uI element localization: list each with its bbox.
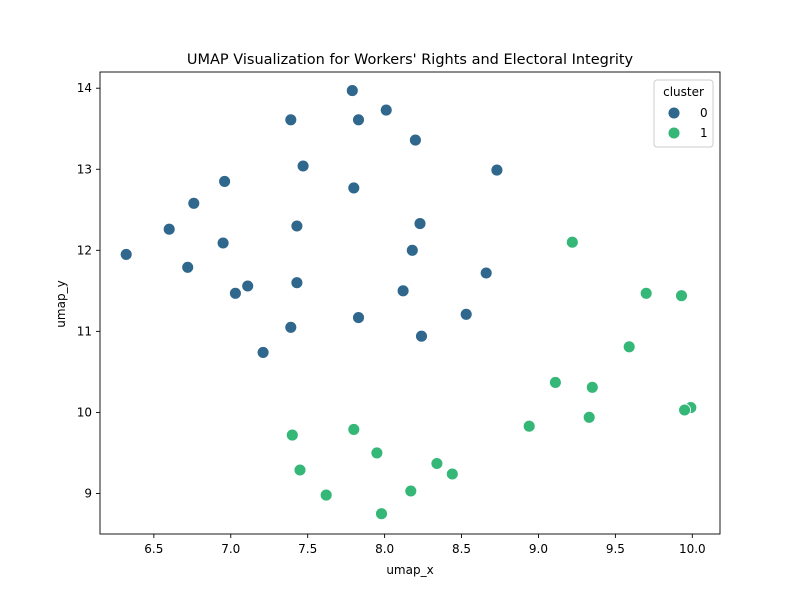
scatter-point-cluster-0 — [181, 260, 195, 274]
y-tick-label: 9 — [84, 486, 92, 500]
scatter-point-cluster-0 — [408, 133, 422, 147]
legend-label-cluster-0: 0 — [700, 106, 708, 120]
scatter-point-cluster-0 — [345, 84, 359, 98]
x-tick-label: 10.0 — [679, 542, 706, 556]
x-tick-label: 8.0 — [375, 542, 394, 556]
scatter-point-cluster-1 — [548, 375, 562, 389]
scatter-point-cluster-0 — [218, 174, 232, 188]
scatter-point-cluster-0 — [413, 217, 427, 231]
scatter-point-cluster-0 — [405, 243, 419, 257]
scatter-point-cluster-1 — [430, 457, 444, 470]
legend-marker-cluster-1 — [667, 126, 681, 140]
scatter-point-cluster-0 — [490, 163, 504, 177]
legend-title: cluster — [663, 85, 704, 99]
scatter-point-cluster-1 — [582, 410, 596, 424]
scatter-point-cluster-0 — [162, 222, 176, 236]
scatter-point-cluster-0 — [347, 181, 361, 195]
scatter-point-cluster-1 — [293, 463, 307, 477]
scatter-point-cluster-0 — [296, 159, 310, 173]
scatter-point-cluster-1 — [445, 467, 459, 481]
scatter-point-cluster-0 — [479, 266, 493, 280]
y-axis-label: umap_y — [54, 280, 68, 327]
y-tick-label: 13 — [77, 162, 92, 176]
scatter-point-cluster-1 — [639, 286, 653, 300]
y-tick-label: 11 — [77, 324, 92, 338]
scatter-point-cluster-0 — [379, 103, 393, 117]
x-tick-label: 8.5 — [452, 542, 471, 556]
scatter-point-cluster-0 — [396, 284, 410, 298]
scatter-point-cluster-1 — [565, 235, 579, 249]
scatter-point-cluster-1 — [678, 403, 692, 417]
x-axis-label: umap_x — [386, 563, 433, 577]
scatter-point-cluster-0 — [216, 236, 230, 250]
x-tick-label: 9.5 — [606, 542, 625, 556]
y-tick-label: 10 — [77, 405, 92, 419]
scatter-point-cluster-0 — [290, 219, 304, 233]
scatter-point-cluster-1 — [370, 446, 384, 460]
x-tick-label: 7.5 — [298, 542, 317, 556]
scatter-point-cluster-1 — [585, 380, 599, 394]
scatter-point-cluster-1 — [347, 422, 361, 436]
scatter-point-cluster-1 — [622, 340, 636, 354]
scatter-point-cluster-1 — [375, 507, 388, 521]
scatter-point-cluster-0 — [284, 113, 298, 127]
x-tick-label: 7.0 — [221, 542, 240, 556]
scatter-point-cluster-0 — [284, 320, 298, 334]
scatter-point-cluster-0 — [352, 113, 365, 127]
legend: cluster 0 1 — [653, 79, 714, 148]
plot-frame — [99, 71, 721, 535]
scatter-point-cluster-0 — [187, 196, 201, 210]
scatter-point-cluster-0 — [459, 307, 473, 321]
y-tick-label: 14 — [77, 81, 92, 95]
scatter-point-cluster-0 — [256, 345, 270, 359]
scatter-point-cluster-0 — [228, 286, 242, 300]
scatter-point-cluster-0 — [352, 311, 365, 325]
scatter-point-cluster-1 — [319, 488, 333, 502]
scatter-point-cluster-1 — [404, 484, 418, 498]
y-tick-label: 12 — [77, 243, 92, 257]
scatter-point-cluster-0 — [241, 279, 255, 293]
legend-marker-cluster-0 — [667, 106, 681, 120]
x-tick-label: 6.5 — [144, 542, 163, 556]
scatter-point-cluster-0 — [119, 247, 133, 261]
legend-label-cluster-1: 1 — [700, 126, 708, 140]
scatter-point-cluster-1 — [675, 289, 688, 303]
scatter-point-cluster-1 — [522, 419, 536, 433]
x-tick-label: 9.0 — [529, 542, 548, 556]
scatter-point-cluster-0 — [290, 276, 304, 290]
scatter-point-cluster-0 — [415, 329, 428, 343]
scatter-point-cluster-1 — [285, 428, 299, 442]
chart-title: UMAP Visualization for Workers' Rights a… — [187, 52, 634, 68]
